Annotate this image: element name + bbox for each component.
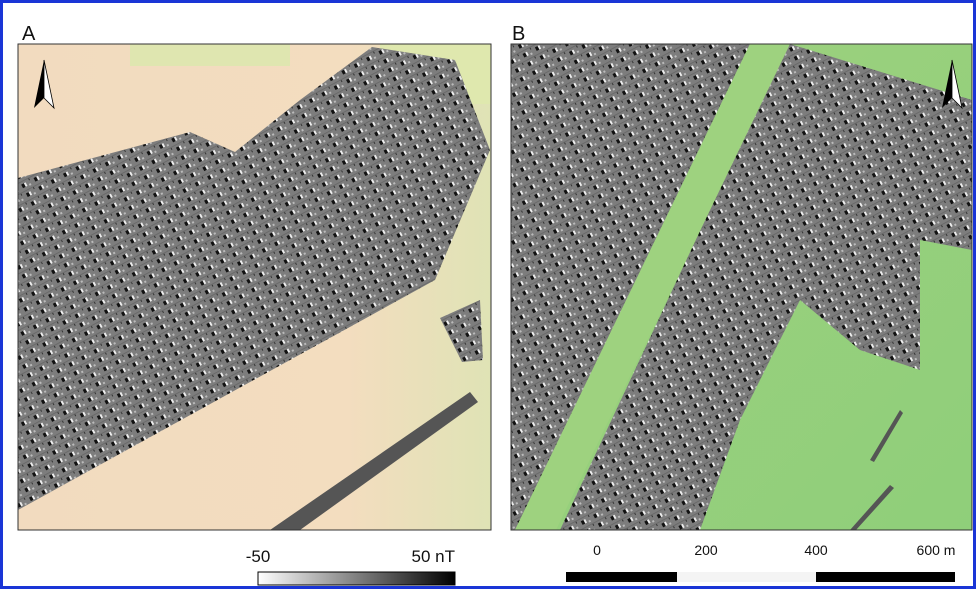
colorbar-label: -50 bbox=[246, 547, 271, 566]
panel-label: B bbox=[512, 23, 525, 45]
colorbar-label: 50 nT bbox=[412, 547, 455, 566]
colorbar bbox=[257, 571, 456, 586]
panel-label: A bbox=[22, 23, 36, 45]
scale-bar bbox=[566, 572, 955, 582]
scale-label: 0 bbox=[593, 542, 601, 558]
scale-label: 200 bbox=[694, 542, 718, 558]
scale-label: 400 bbox=[804, 542, 828, 558]
map-b bbox=[511, 44, 972, 530]
scale-label: 600 m bbox=[917, 542, 956, 558]
map-a bbox=[18, 44, 491, 530]
